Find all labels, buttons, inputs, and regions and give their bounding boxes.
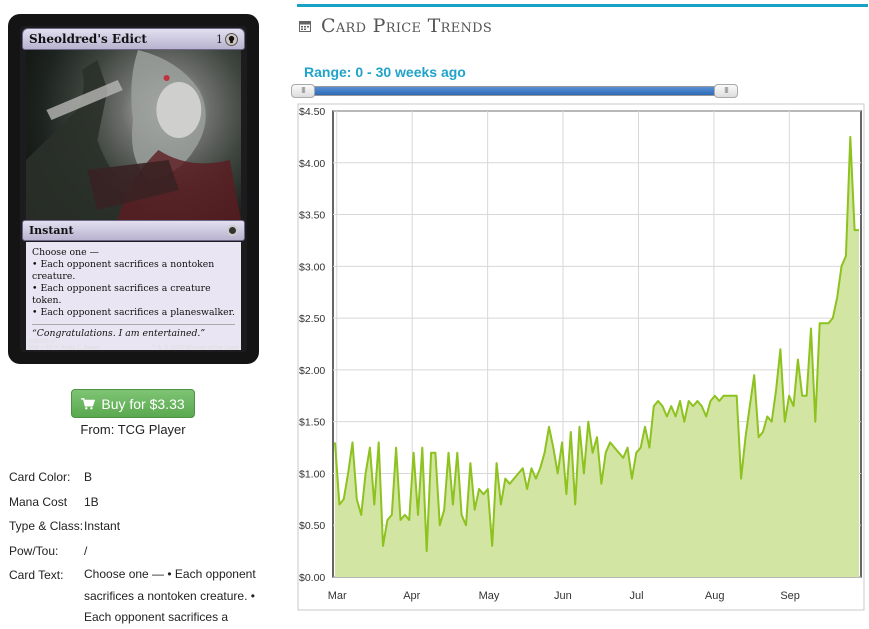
rules-mode-3: • Each opponent sacrifices a planeswalke… bbox=[32, 307, 235, 319]
price-trends-panel: Card Price Trends Range: 0 - 30 weeks ag… bbox=[297, 0, 869, 616]
y-tick-label: $0.00 bbox=[299, 572, 325, 584]
black-mana-icon bbox=[225, 33, 238, 46]
rules-mode-1: • Each opponent sacrifices a nontoken cr… bbox=[32, 259, 235, 283]
y-tick-label: $2.00 bbox=[299, 365, 325, 377]
mana-cost: 1 bbox=[216, 33, 238, 46]
set-symbol-icon bbox=[227, 225, 238, 236]
card-art bbox=[26, 50, 241, 220]
rules-mode-2: • Each opponent sacrifices a creature to… bbox=[32, 283, 235, 307]
section-heading: Card Price Trends bbox=[299, 15, 492, 37]
card-details: Card Color: B Mana Cost 1B Type & Class:… bbox=[9, 465, 269, 629]
x-tick-label: Mar bbox=[328, 590, 347, 602]
price-chart: $0.00 $0.50 $1.00 $1.50 $2.00 $2.50 $3.00 $3.50… bbox=[297, 103, 865, 613]
detail-label: Mana Cost bbox=[9, 490, 84, 515]
y-tick-label: $4.00 bbox=[299, 158, 325, 170]
y-tick-label: $0.50 bbox=[299, 520, 325, 532]
slider-range bbox=[309, 87, 727, 95]
y-tick-label: $1.50 bbox=[299, 417, 325, 429]
y-tick-label: $4.50 bbox=[299, 106, 325, 118]
card-type-bar: Instant bbox=[22, 220, 245, 241]
shopping-cart-icon bbox=[81, 398, 95, 410]
detail-value: B bbox=[84, 465, 259, 490]
detail-label: Pow/Tou: bbox=[9, 539, 84, 564]
section-title: Card Price Trends bbox=[321, 15, 492, 37]
price-source: From: TCG Player bbox=[0, 422, 266, 437]
card-type: Instant bbox=[29, 224, 74, 237]
card-frame: Sheoldred's Edict 1 bbox=[20, 26, 247, 352]
x-tick-label: Aug bbox=[705, 590, 725, 602]
x-tick-label: Jul bbox=[629, 590, 643, 602]
detail-label: Card Text: bbox=[9, 563, 84, 629]
range-slider[interactable]: III III bbox=[297, 84, 738, 98]
range-label: Range: 0 - 30 weeks ago bbox=[304, 64, 466, 80]
slider-handle-max[interactable]: III bbox=[714, 84, 738, 98]
copyright: ™ & © 2023 Wizards of the Coast bbox=[151, 345, 239, 351]
x-tick-label: Sep bbox=[780, 590, 800, 602]
card-rules-text: Choose one — • Each opponent sacrifices … bbox=[26, 242, 241, 350]
detail-label: Card Color: bbox=[9, 465, 84, 490]
detail-value: Instant bbox=[84, 514, 259, 539]
detail-value: Choose one — • Each opponent sacrifices … bbox=[84, 564, 259, 629]
x-tick-label: Jun bbox=[554, 590, 572, 602]
detail-label: Type & Class: bbox=[9, 514, 84, 539]
accent-bar bbox=[297, 4, 868, 7]
card-name: Sheoldred's Edict bbox=[29, 32, 147, 46]
buy-button[interactable]: Buy for $3.33 bbox=[71, 389, 195, 418]
detail-row: Card Text: Choose one — • Each opponent … bbox=[9, 563, 269, 629]
detail-row: Pow/Tou: / bbox=[9, 539, 269, 564]
price-chart-svg: $0.00 $0.50 $1.00 $1.50 $2.00 $2.50 $3.00 $3.50… bbox=[297, 103, 865, 613]
card-title-bar: Sheoldred's Edict 1 bbox=[22, 28, 245, 50]
x-tick-label: May bbox=[479, 590, 500, 602]
y-tick-label: $1.00 bbox=[299, 468, 325, 480]
detail-value: 1B bbox=[84, 490, 259, 515]
buy-button-label: Buy for $3.33 bbox=[101, 396, 184, 412]
card-footer: 108/271 U ONE • EN ✒ Helge C. Balzer ™ &… bbox=[28, 337, 239, 351]
y-tick-label: $2.50 bbox=[299, 313, 325, 325]
y-tick-label: $3.50 bbox=[299, 210, 325, 222]
calendar-icon bbox=[299, 20, 311, 32]
y-tick-label: $3.00 bbox=[299, 261, 325, 273]
card-panel: Sheoldred's Edict 1 bbox=[0, 0, 270, 616]
x-tick-label: Apr bbox=[403, 590, 420, 602]
detail-row: Mana Cost 1B bbox=[9, 490, 269, 515]
set-artist: ONE • EN ✒ Helge C. Balzer bbox=[28, 345, 100, 351]
generic-mana: 1 bbox=[216, 33, 223, 46]
detail-row: Type & Class: Instant bbox=[9, 514, 269, 539]
slider-handle-min[interactable]: III bbox=[291, 84, 315, 98]
rules-intro: Choose one — bbox=[32, 247, 235, 259]
card-image: Sheoldred's Edict 1 bbox=[8, 14, 259, 364]
detail-value: / bbox=[84, 539, 259, 564]
detail-row: Card Color: B bbox=[9, 465, 269, 490]
